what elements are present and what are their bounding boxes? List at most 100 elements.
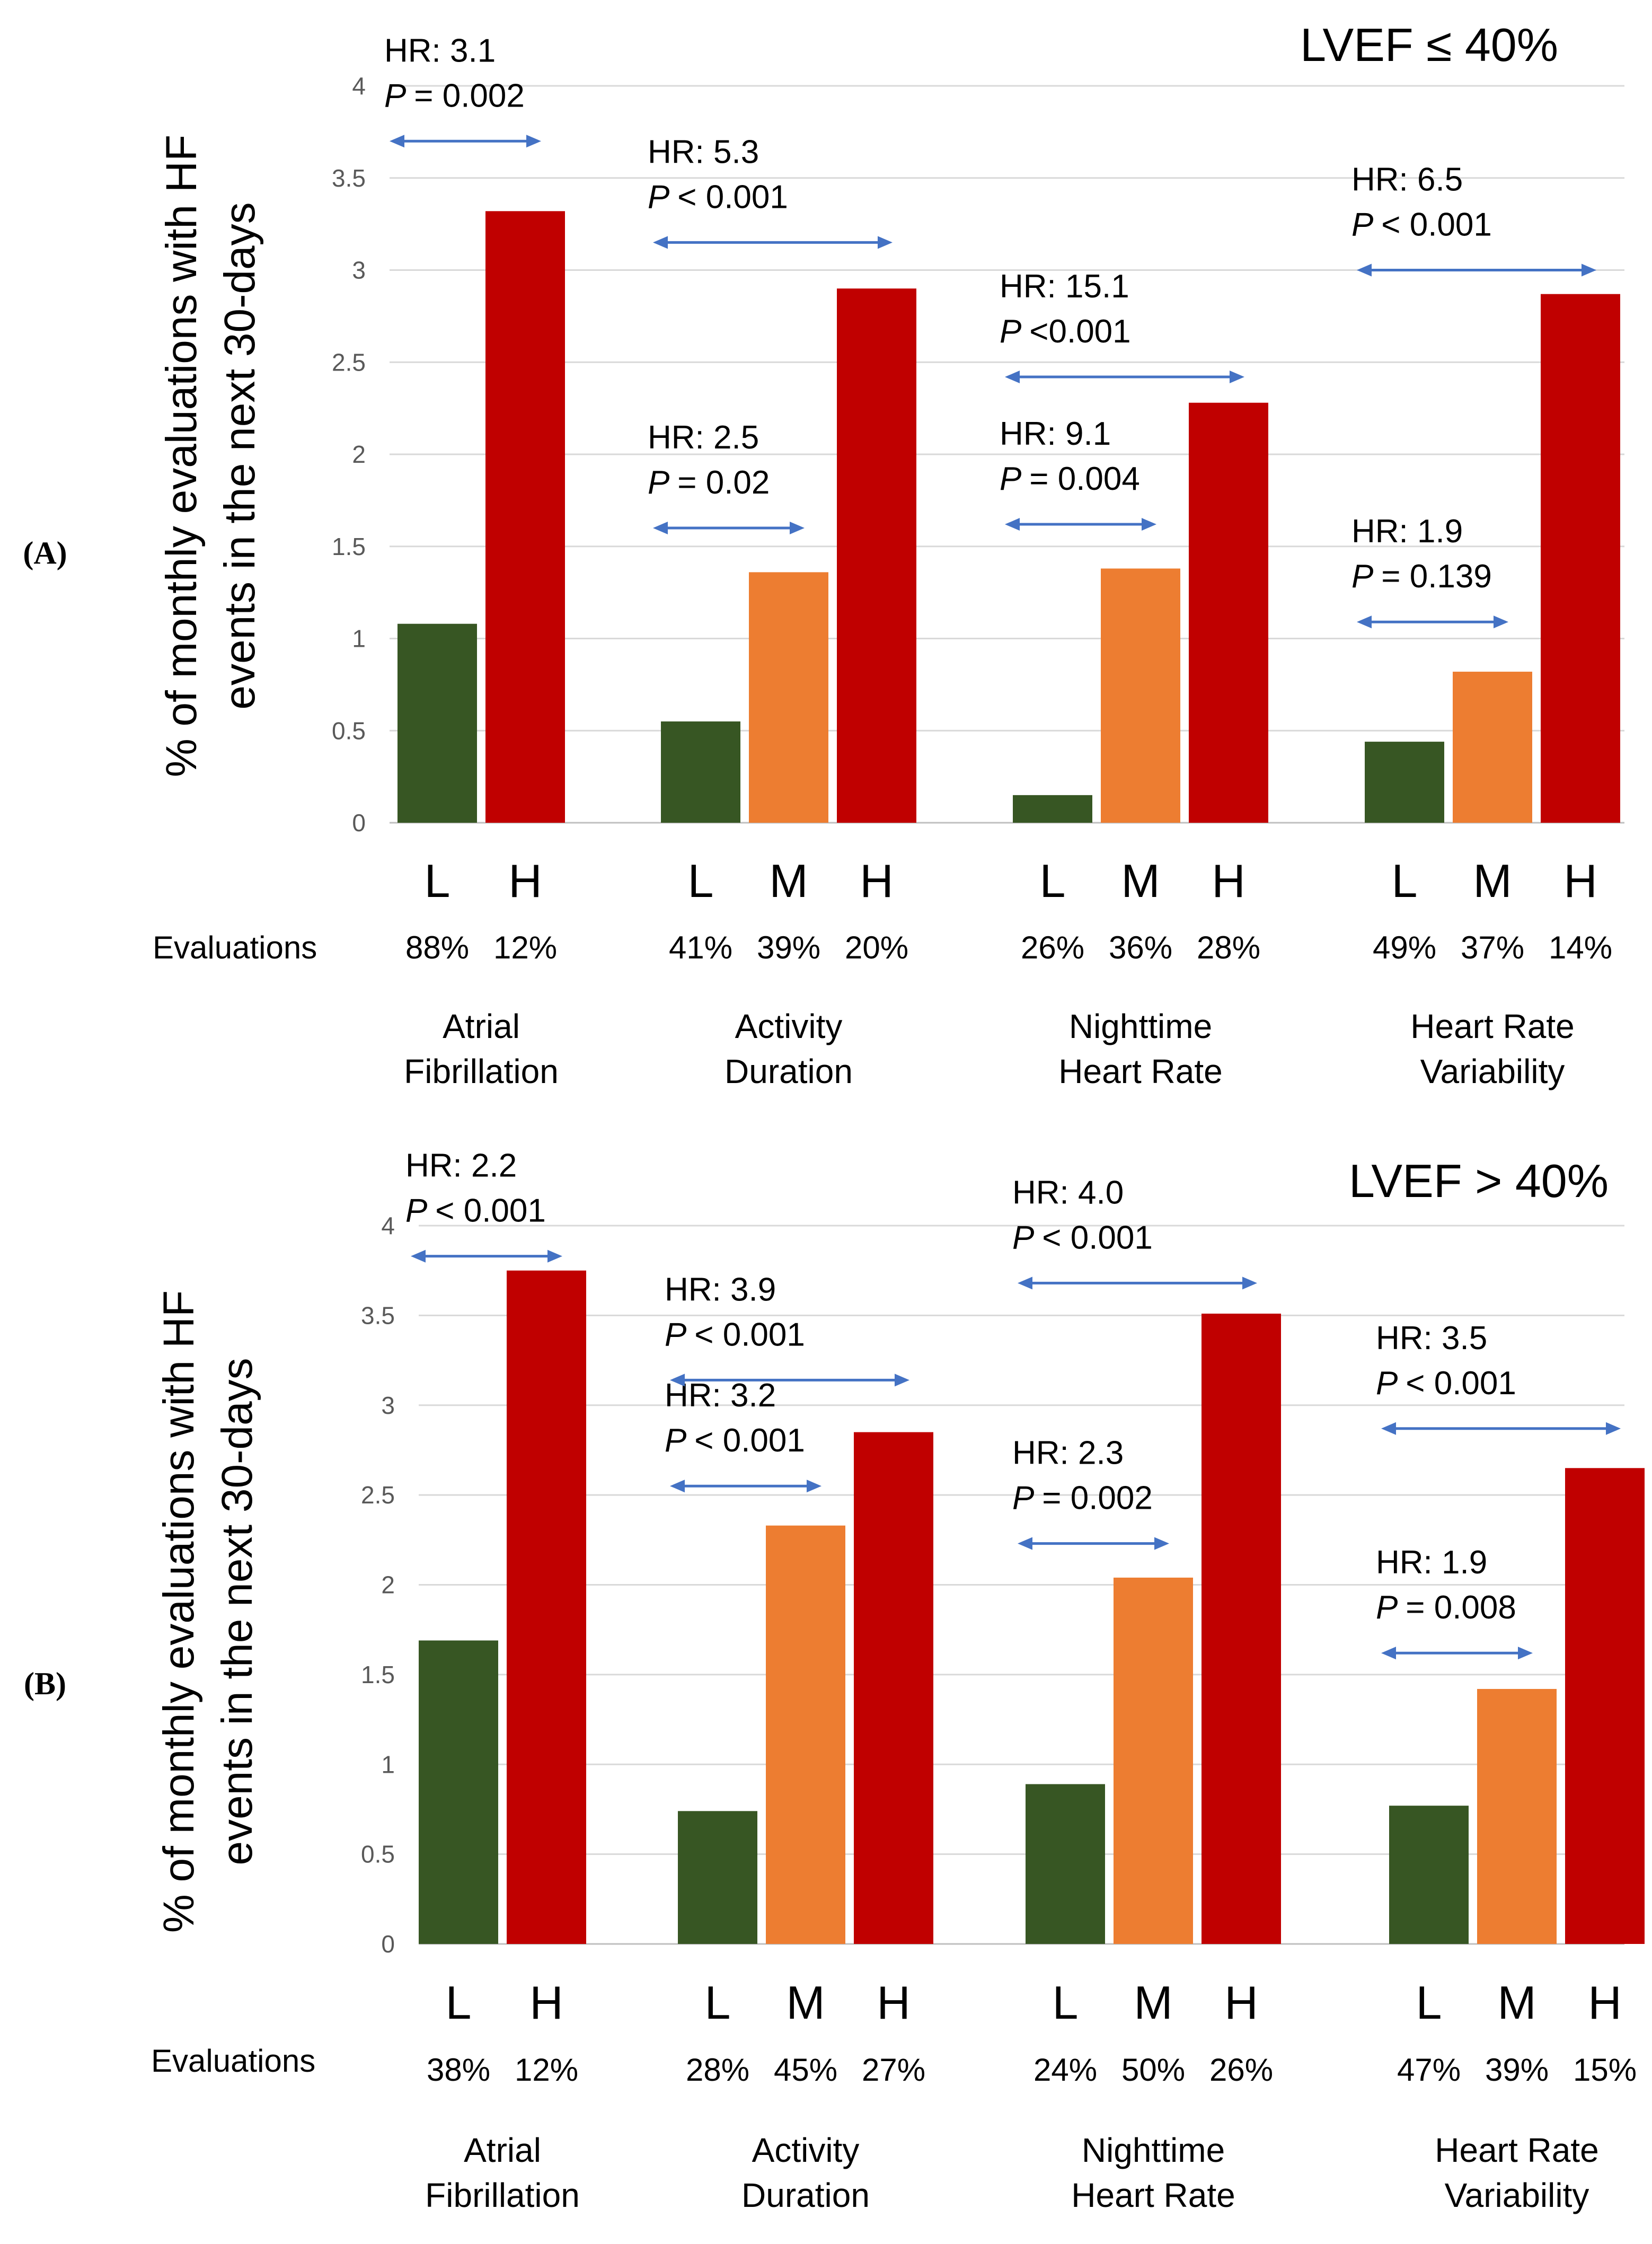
evaluation-percent: 12% [515,2052,578,2088]
hazard-ratio-label: HR: 15.1 [1000,268,1129,305]
category-label: H [529,1976,563,2029]
arrowhead-right [1230,371,1244,384]
p-value-label: P = 0.002 [1012,1480,1153,1517]
arrowhead-left [1357,615,1372,629]
evaluation-percent: 47% [1397,2052,1461,2088]
bar-h [854,1432,933,1944]
category-label: H [877,1976,911,2029]
evaluation-percent: 50% [1121,2052,1185,2088]
category-label: L [446,1976,472,2029]
group-name-line1: Atrial [443,1007,520,1045]
panel-letter: (B) [24,1666,66,1701]
evaluation-percent: 24% [1033,2052,1097,2088]
arrowhead-left [1018,1537,1032,1550]
category-label: L [1416,1976,1442,2029]
arrowhead-left [1005,518,1020,531]
group-name-line1: Nighttime [1082,2131,1225,2169]
bar-h [1565,1468,1645,1944]
arrowhead-right [895,1374,909,1387]
y-tick-label: 2.5 [361,1481,395,1509]
evaluation-percent: 12% [493,930,557,965]
arrowhead-right [1142,518,1156,531]
p-value-label: P = 0.02 [648,464,770,501]
group-name-line2: Variability [1445,2176,1589,2214]
category-label: H [1224,1976,1258,2029]
evaluation-percent: 39% [757,930,820,965]
bar-l [419,1640,498,1944]
category-label: M [1121,855,1160,907]
arrowhead-left [1381,1422,1396,1435]
y-tick-label: 1.5 [361,1661,395,1688]
category-label: L [1392,855,1418,907]
group-name-line1: Activity [752,2131,860,2169]
evaluation-percent: 49% [1373,930,1436,965]
group-name-line2: Heart Rate [1058,1052,1222,1090]
arrowhead-left [670,1374,685,1387]
chart-title: LVEF ≤ 40% [1300,19,1558,71]
y-tick-label: 1.5 [332,533,366,560]
hazard-ratio-label: HR: 9.1 [1000,416,1111,452]
group-name-line1: Heart Rate [1410,1007,1574,1045]
bar-m [1453,672,1532,823]
bar-h [1541,294,1620,823]
hazard-ratio-label: HR: 3.1 [384,32,496,69]
hazard-ratio-label: HR: 1.9 [1376,1544,1487,1581]
hazard-ratio-label: HR: 3.9 [665,1271,776,1308]
y-tick-label: 4 [352,72,366,100]
y-tick-label: 4 [381,1212,395,1239]
hazard-ratio-label: HR: 5.3 [648,134,759,170]
evaluation-percent: 37% [1461,930,1524,965]
category-label: H [1588,1976,1622,2029]
category-label: M [1473,855,1512,907]
p-value-label: P = 0.004 [1000,461,1140,497]
category-label: L [425,855,450,907]
evaluation-percent: 38% [427,2052,490,2088]
group-name-line2: Duration [725,1052,853,1090]
group-name-line2: Duration [741,2176,870,2214]
bar-l [397,623,477,823]
y-tick-label: 1 [381,1750,395,1778]
y-tick-label: 0.5 [361,1841,395,1868]
evaluation-percent: 88% [405,930,469,965]
evaluation-percent: 28% [1197,930,1260,965]
arrowhead-left [653,236,668,249]
arrowhead-right [1518,1647,1533,1660]
arrowhead-left [1005,371,1020,384]
bar-l [1013,795,1092,823]
bar-l [661,721,740,823]
group-name-line2: Variability [1420,1052,1565,1090]
bar-m [1101,568,1180,823]
panel-a-chart: (A) LVEF ≤ 40% % of monthly evaluations wi… [23,19,1624,1090]
group-name-line1: Nighttime [1069,1007,1212,1045]
bar-h [485,211,565,823]
p-value-label: P < 0.001 [1012,1219,1153,1256]
panel-b-chart: (B) LVEF > 40% % of monthly evaluations wi… [24,1148,1645,2214]
category-label: L [1053,1976,1079,2029]
evaluation-percent: 26% [1021,930,1084,965]
arrowhead-left [1357,263,1372,277]
p-value-label: P < 0.001 [1351,207,1492,243]
arrowhead-left [390,135,404,148]
p-value-label: P = 0.002 [384,77,525,114]
p-value-label: P < 0.001 [648,179,788,215]
bar-l [1026,1784,1105,1944]
p-value-label: P < 0.001 [1376,1365,1516,1402]
group-name-line1: Atrial [464,2131,541,2169]
evaluation-percent: 15% [1573,2052,1637,2088]
evaluation-percent: 39% [1485,2052,1549,2088]
y-tick-label: 1 [352,625,366,653]
evaluation-percent: 45% [774,2052,837,2088]
bar-h [1189,402,1268,823]
p-value-label: P < 0.001 [405,1193,546,1229]
chart-title: LVEF > 40% [1349,1155,1609,1207]
arrowhead-right [878,236,893,249]
bar-l [678,1811,757,1944]
arrowhead-left [411,1249,426,1263]
evaluations-label: Evaluations [151,2043,315,2079]
y-tick-label: 2 [352,441,366,468]
category-label: M [1134,1976,1172,2029]
group-name-line1: Heart Rate [1435,2131,1598,2169]
category-label: M [769,855,808,907]
bar-h [507,1270,586,1944]
p-value-label: P <0.001 [1000,313,1131,350]
